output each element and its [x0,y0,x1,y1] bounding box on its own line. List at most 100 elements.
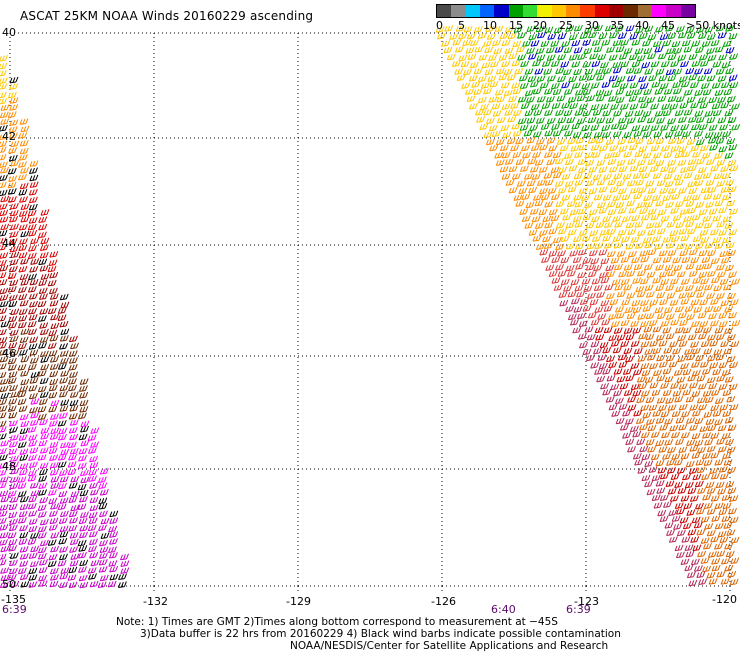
wind-barb [623,389,633,396]
wind-barb [10,140,20,148]
wind-barb [664,264,674,271]
wind-barb [646,138,656,145]
wind-barb [9,434,19,441]
wind-barb [667,53,677,61]
wind-barb [631,256,641,264]
wind-barb [626,179,636,187]
wind-barb [100,517,110,525]
wind-barb [618,361,628,368]
wind-barb [0,300,9,308]
legend-swatch [465,5,480,17]
time-label-east-a: 6:40 [491,603,516,616]
wind-barb [70,490,80,498]
wind-barb [620,60,630,68]
wind-barb [646,116,656,124]
wind-barb [49,378,59,386]
wind-barb [7,532,17,539]
legend-tick-label: 15 [509,19,523,32]
wind-barb [19,427,29,435]
wind-barb [680,452,690,460]
wind-barb [454,46,464,53]
wind-barb [636,290,646,298]
wind-barb [704,438,714,446]
wind-barb [664,201,674,209]
wind-barb [686,571,696,579]
wind-barb [723,347,733,355]
wind-barb [58,390,68,398]
wind-barb [720,101,730,109]
wind-barb [675,221,685,229]
wind-barb [501,103,511,110]
wind-barb [616,75,626,83]
wind-barb [591,39,601,46]
wind-barb [577,207,587,215]
wind-barb [463,68,472,76]
wind-barb [608,95,617,102]
wind-barb [49,567,59,575]
wind-barb [696,466,706,474]
wind-barb [650,144,660,152]
wind-barb [685,460,695,468]
wind-barb [0,433,7,440]
wind-barb [526,25,536,32]
wind-barb [526,117,536,124]
wind-barb [663,347,673,354]
wind-barb [0,195,10,203]
wind-barb [29,560,39,568]
wind-barb [667,32,677,40]
wind-barb [692,473,702,481]
wind-barb [704,131,714,139]
wind-barb [48,329,58,337]
wind-barb [535,25,545,33]
wind-barb [664,306,674,314]
wind-barb [29,336,39,344]
wind-barb [0,133,8,141]
wind-barb [554,157,564,165]
wind-barb [615,306,624,313]
wind-barb [512,40,522,48]
wind-barb [8,511,18,519]
wind-barb [0,55,8,62]
wind-barb [69,546,79,553]
wind-barb [612,61,622,69]
wind-barb [618,403,628,410]
wind-barb [595,137,605,144]
wind-barb [514,68,524,75]
wind-barb [662,194,672,202]
wind-barb [713,348,723,356]
wind-barb [29,278,39,286]
wind-barb [0,405,8,412]
wind-barb [49,299,59,307]
wind-barb [689,445,699,452]
wind-barb [68,581,78,589]
wind-barb [686,32,696,39]
wind-barb [719,473,729,480]
wind-barb [731,123,740,131]
wind-barb [633,192,643,200]
wind-barb [643,194,653,202]
wind-barb [68,384,77,392]
wind-barb [500,124,510,132]
legend-swatch [437,5,452,17]
wind-barb [47,279,57,287]
wind-barb [28,273,37,281]
wind-barb [722,389,732,397]
wind-barb [598,32,608,40]
wind-barb [677,334,687,342]
wind-barb [685,395,695,403]
wind-barb [624,418,634,425]
wind-barb [578,187,588,194]
legend-tick-label: >50 knots [686,19,740,32]
wind-barb [0,124,8,132]
wind-barb [10,308,20,316]
wind-barb [615,88,625,95]
wind-barb [49,510,58,517]
wind-barb [18,153,28,161]
wind-barb [652,410,662,417]
wind-barb [579,32,589,40]
wind-barb [680,362,689,370]
wind-barb [485,117,495,125]
wind-barb [712,368,722,376]
wind-barb [601,39,611,46]
wind-barb [99,467,109,475]
